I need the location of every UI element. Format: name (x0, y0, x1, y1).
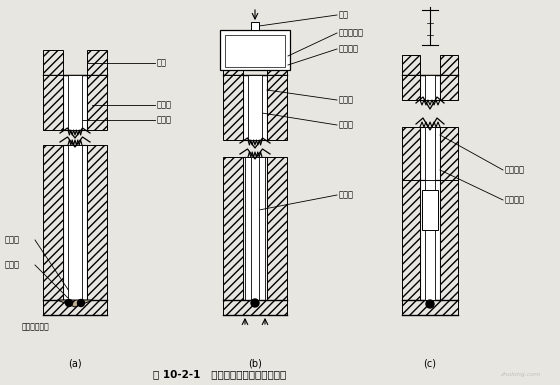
Bar (63, 75, 87, 130)
Bar (223, 157, 243, 300)
Bar (220, 30, 290, 70)
Bar (267, 157, 287, 300)
Bar (402, 127, 420, 180)
Bar (68, 145, 82, 300)
Text: (c): (c) (423, 358, 436, 368)
Bar (43, 145, 63, 300)
Bar (440, 180, 458, 300)
Text: 辅助杆: 辅助杆 (339, 191, 354, 199)
Bar (440, 127, 458, 180)
Bar (425, 180, 435, 300)
Circle shape (77, 300, 85, 306)
Bar (63, 145, 87, 300)
Text: (a): (a) (68, 358, 82, 368)
Bar (440, 75, 458, 100)
Bar (420, 127, 440, 180)
Text: 素土回填: 素土回填 (505, 166, 525, 174)
Bar (243, 157, 267, 300)
Bar (402, 180, 420, 300)
Text: 白灰回填: 白灰回填 (505, 196, 525, 204)
Circle shape (251, 299, 259, 307)
Bar (225, 35, 285, 67)
Bar (422, 190, 438, 230)
Text: 钻孔壁: 钻孔壁 (339, 95, 354, 104)
Text: (b): (b) (248, 358, 262, 368)
Text: 圆盒水准器: 圆盒水准器 (339, 28, 364, 37)
Text: 孔底设计平面: 孔底设计平面 (22, 323, 50, 331)
Bar (267, 55, 287, 75)
Bar (43, 50, 63, 75)
Text: 保护管: 保护管 (339, 121, 354, 129)
Bar (223, 300, 287, 315)
Bar (68, 75, 82, 130)
Bar (402, 75, 420, 100)
Bar (402, 300, 458, 315)
Text: 回弹标: 回弹标 (5, 236, 20, 244)
Bar (87, 50, 107, 75)
Text: 固定螺旋: 固定螺旋 (339, 45, 359, 54)
Bar (245, 157, 265, 300)
Bar (425, 127, 435, 180)
Bar (440, 55, 458, 75)
Bar (87, 75, 107, 130)
Bar (43, 300, 107, 315)
Text: 钻孔壁: 钻孔壁 (157, 100, 172, 109)
Bar (43, 75, 63, 130)
Text: 测标: 测标 (339, 10, 349, 20)
Text: 地面: 地面 (157, 59, 167, 67)
Bar (402, 55, 420, 75)
Bar (248, 75, 262, 140)
Bar (251, 22, 259, 30)
Bar (420, 180, 440, 300)
Bar (420, 75, 440, 100)
Bar (243, 75, 267, 140)
Circle shape (426, 300, 434, 308)
Bar (251, 157, 259, 300)
Bar (223, 55, 243, 75)
Bar (425, 75, 435, 100)
Bar (267, 75, 287, 140)
Bar (223, 75, 243, 140)
Circle shape (66, 300, 72, 306)
Text: zhulong.com: zhulong.com (500, 372, 540, 377)
Text: 硬木楔: 硬木楔 (5, 261, 20, 270)
Text: 保护管: 保护管 (157, 116, 172, 124)
Polygon shape (57, 300, 93, 307)
Text: 图 10-2-1   辅助杆压人式标志埋设步骤: 图 10-2-1 辅助杆压人式标志埋设步骤 (153, 369, 287, 379)
Bar (87, 145, 107, 300)
